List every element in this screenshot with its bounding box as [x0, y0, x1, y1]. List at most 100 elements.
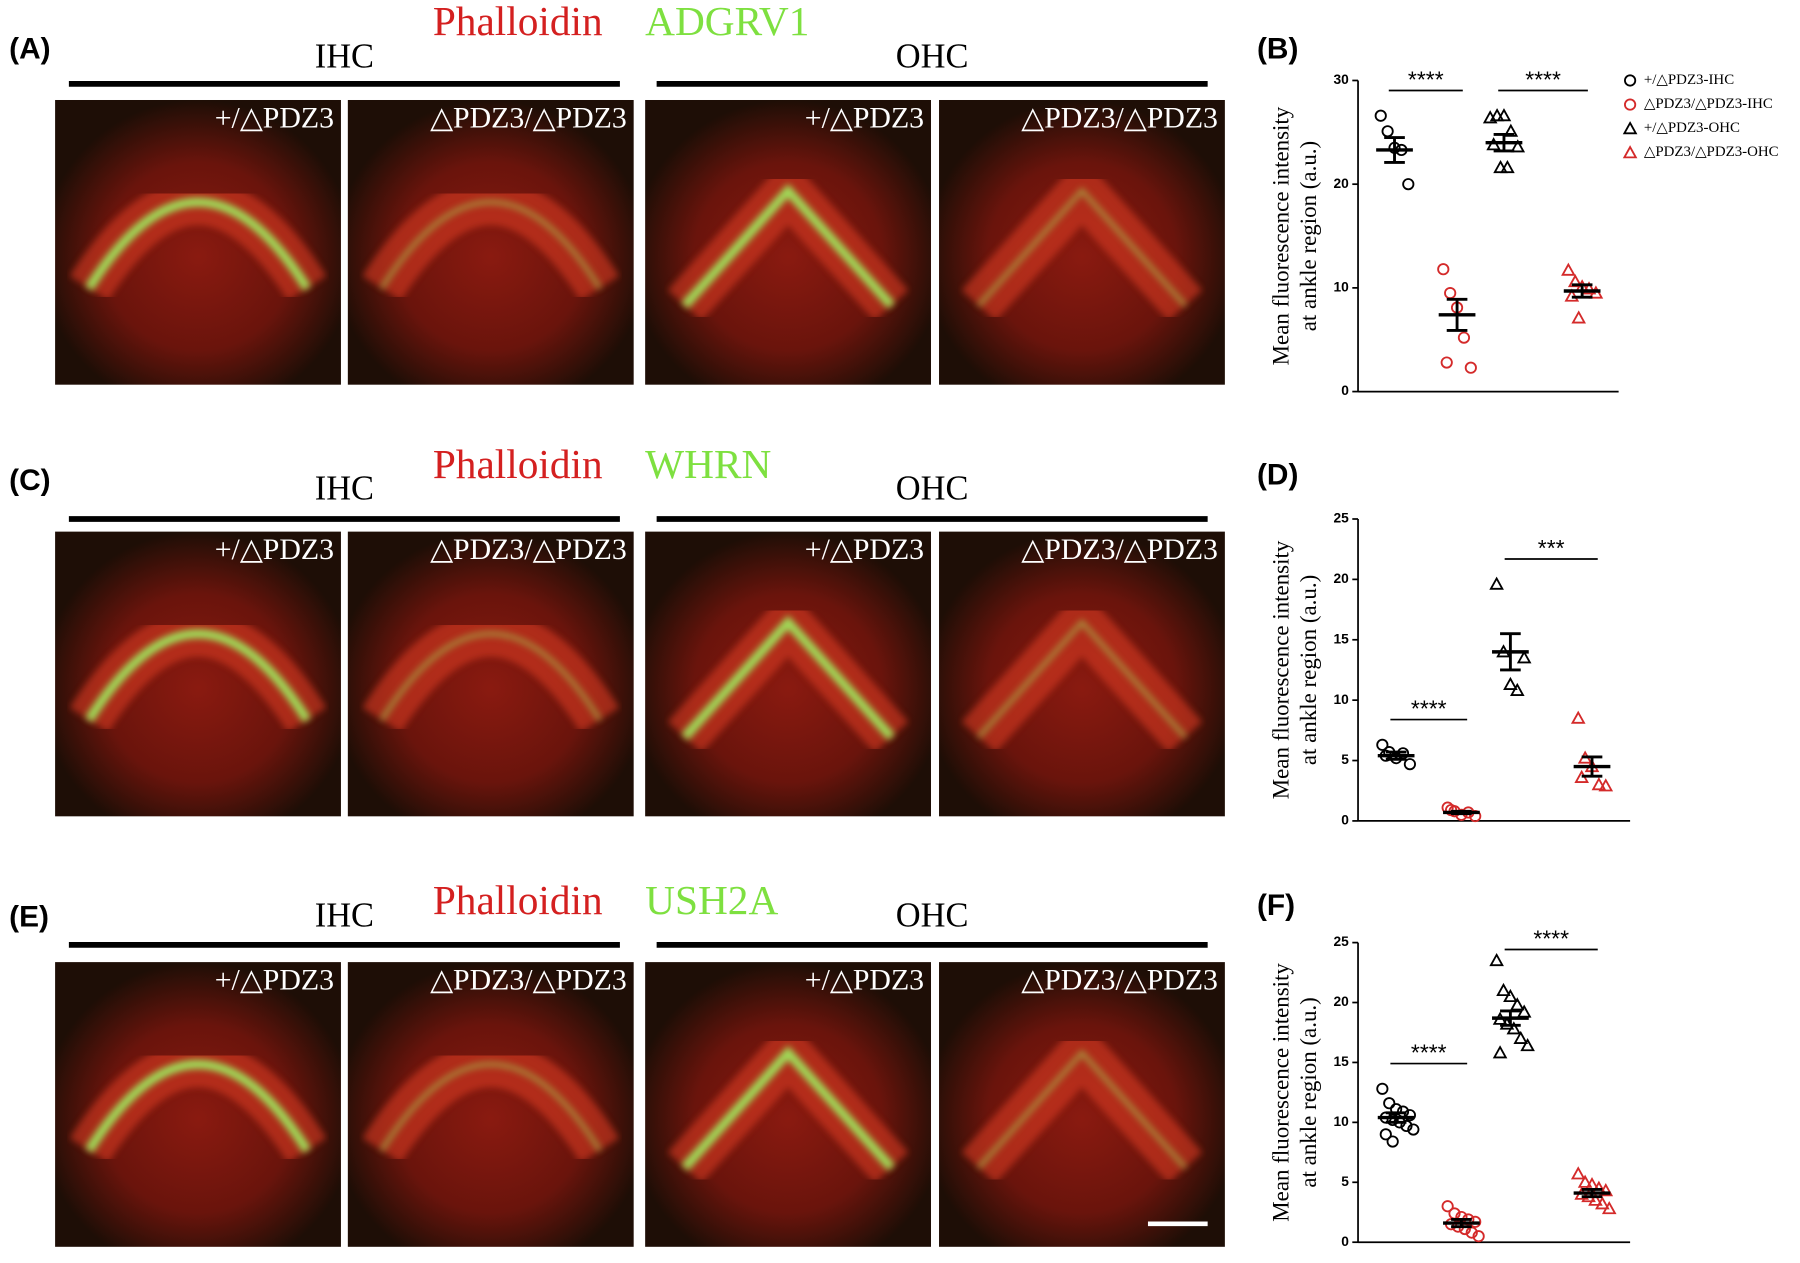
green-ankle [379, 631, 602, 722]
error-bar [1493, 132, 1515, 153]
stain-green: WHRN [645, 441, 771, 487]
genotype-label: +/△PDZ3 [805, 102, 924, 135]
y-axis-label: Mean fluorescence intensity [1269, 106, 1294, 365]
y-axis-label: at ankle region (a.u.) [1296, 575, 1321, 765]
data-point [1506, 1021, 1522, 1035]
data-point [1457, 331, 1471, 344]
y-tick-label: 20 [1334, 571, 1350, 586]
green-ankle [681, 1045, 895, 1171]
data-point [1513, 1030, 1529, 1044]
genotype-label: △PDZ3/△PDZ3 [430, 964, 627, 997]
data-point [1374, 109, 1387, 122]
data-point [1588, 1192, 1603, 1206]
data-point [1492, 1045, 1508, 1059]
data-point [1444, 286, 1457, 300]
error-bar [1500, 1009, 1521, 1027]
legend-marker [1622, 121, 1638, 135]
stain-green: ADGRV1 [645, 0, 809, 44]
data-point [1520, 1038, 1535, 1052]
error-bar [1581, 755, 1603, 778]
y-tick-label: 20 [1334, 994, 1350, 1009]
stain-green: USH2A [645, 877, 778, 923]
data-point [1402, 178, 1415, 191]
green-ankle [976, 618, 1187, 739]
significance-label: **** [1525, 66, 1561, 92]
stain-red: Phalloidin [433, 877, 603, 923]
group-label: OHC [896, 896, 969, 934]
data-point [1489, 108, 1505, 122]
green-ankle [976, 187, 1187, 308]
genotype-label: +/△PDZ3 [215, 533, 334, 566]
y-tick-label: 0 [1341, 1234, 1349, 1249]
y-tick-label: 10 [1334, 280, 1350, 295]
micrograph [939, 962, 1225, 1247]
y-tick-label: 10 [1334, 692, 1350, 707]
data-point [1440, 356, 1453, 369]
group-label: IHC [315, 896, 374, 934]
genotype-label: +/△PDZ3 [215, 102, 334, 135]
error-bar [1384, 136, 1405, 164]
significance-label: **** [1411, 695, 1447, 721]
significance-label: **** [1411, 1039, 1447, 1065]
data-point [1464, 361, 1477, 374]
error-bar [1581, 1188, 1603, 1199]
data-point [1577, 1174, 1593, 1188]
data-point [1496, 982, 1511, 997]
genotype-label: △PDZ3/△PDZ3 [430, 533, 627, 566]
genotype-label: △PDZ3/△PDZ3 [1021, 102, 1218, 135]
data-point [1400, 1119, 1413, 1133]
genotype-label: +/△PDZ3 [215, 964, 334, 997]
data-point [1403, 758, 1416, 771]
panel-label: (E) [9, 900, 49, 933]
group-label: IHC [315, 469, 374, 507]
data-point [1500, 159, 1515, 174]
green-ankle [976, 1049, 1187, 1170]
significance-label: **** [1408, 66, 1444, 92]
error-bar [1571, 283, 1593, 299]
data-point [1509, 682, 1525, 696]
data-point [1489, 952, 1504, 967]
data-point [1581, 281, 1597, 295]
data-point [1376, 738, 1389, 751]
panel-label: (F) [1257, 889, 1295, 922]
green-ankle [85, 197, 311, 291]
data-point [1570, 710, 1586, 724]
y-axis-label: at ankle region (a.u.) [1296, 141, 1321, 331]
data-point [1595, 1196, 1610, 1210]
data-point [1403, 1109, 1416, 1122]
y-tick-label: 5 [1341, 752, 1349, 767]
green-ankle [85, 629, 311, 723]
data-point [1376, 1082, 1389, 1095]
micrograph [645, 962, 931, 1247]
stain-red: Phalloidin [433, 441, 603, 487]
error-bar [1451, 1218, 1472, 1229]
data-point [1598, 778, 1614, 792]
data-point [1441, 1200, 1454, 1213]
micrograph [645, 99, 931, 385]
genotype-label: △PDZ3/△PDZ3 [1021, 533, 1218, 566]
error-bar [1446, 297, 1468, 332]
legend-label: △PDZ3/△PDZ3-IHC [1644, 96, 1773, 112]
green-ankle [85, 1059, 311, 1153]
genotype-label: +/△PDZ3 [805, 964, 924, 997]
legend-label: +/△PDZ3-OHC [1644, 120, 1740, 136]
data-point [1503, 123, 1519, 137]
green-ankle [681, 615, 895, 741]
micrograph [645, 531, 931, 817]
data-point [1516, 650, 1532, 664]
micrograph [939, 531, 1225, 817]
genotype-label: +/△PDZ3 [805, 533, 924, 566]
group-label: OHC [896, 38, 969, 76]
panel-label: (D) [1257, 458, 1298, 491]
data-point [1598, 1183, 1614, 1197]
legend-marker [1624, 74, 1637, 87]
green-ankle [681, 183, 895, 309]
y-tick-label: 25 [1334, 934, 1350, 949]
data-point [1503, 988, 1518, 1003]
group-label: OHC [896, 469, 969, 507]
legend-marker [1624, 98, 1637, 111]
data-point [1489, 576, 1504, 590]
panel-label: (C) [9, 464, 50, 497]
